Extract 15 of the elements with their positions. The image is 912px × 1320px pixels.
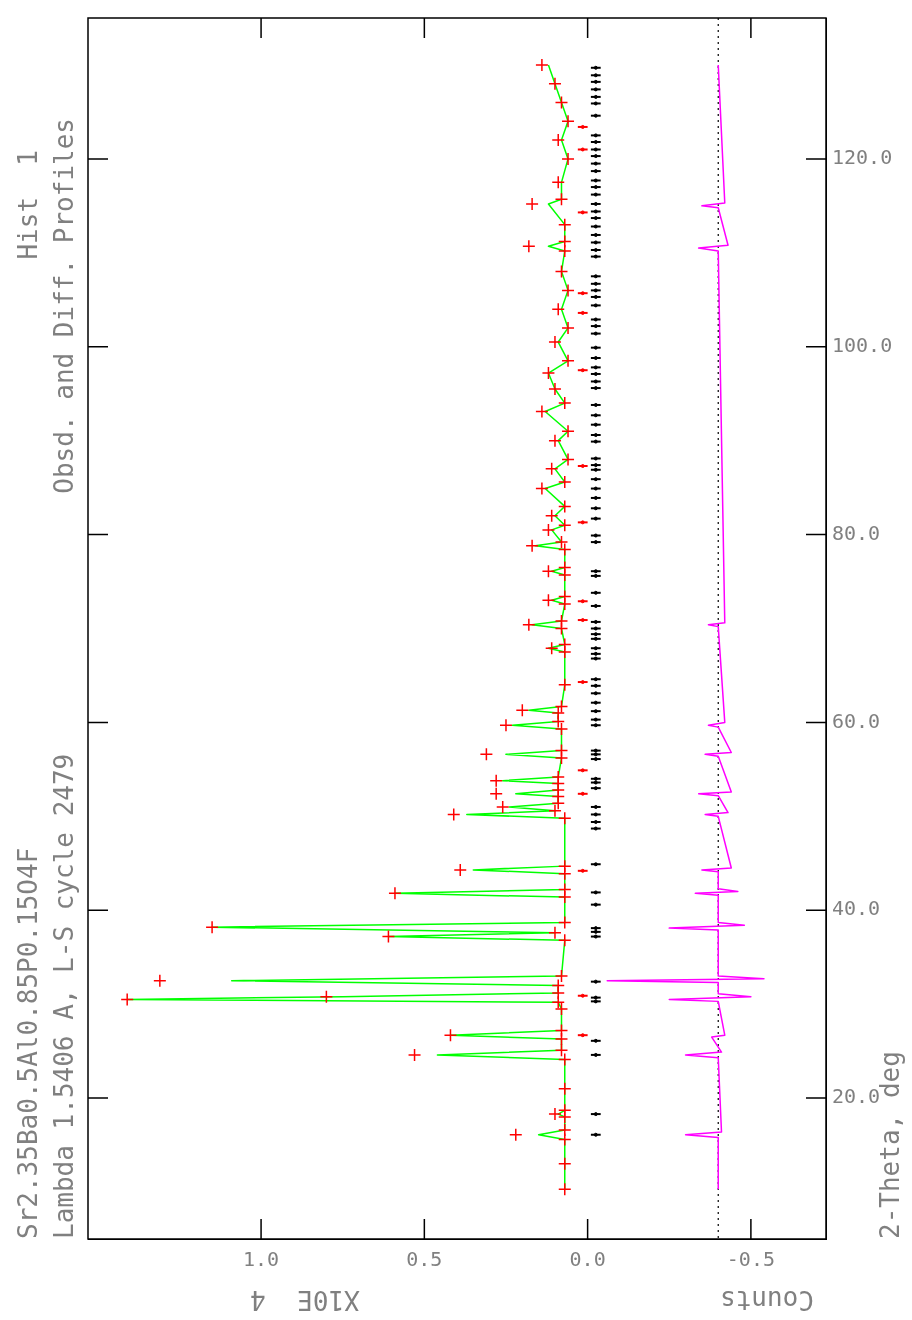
text: Obsd. and Diff. Profiles [48,118,79,494]
y-tick-label: 120.0 [832,145,893,170]
text: X10E 4 [250,1285,360,1316]
x-axis-title: Counts [720,1285,814,1316]
x-tick-label: 0.0 [569,1247,606,1272]
text: Hist 1 [12,150,43,260]
y-tick-label: 40.0 [832,896,881,921]
text: Sr2.35Ba0.5Al0.85P0.15O4F [12,847,43,1239]
x-tick-label: -0.5 [726,1247,775,1272]
x-tick-label: 0.5 [406,1247,443,1272]
y-tick-label: 80.0 [832,520,881,545]
text: Lambda 1.5406 A, L-S cycle 2479 [48,753,79,1239]
y-tick-label: 60.0 [832,708,881,733]
x-tick-label: 1.0 [243,1247,280,1272]
y-tick-label: 100.0 [832,332,893,357]
